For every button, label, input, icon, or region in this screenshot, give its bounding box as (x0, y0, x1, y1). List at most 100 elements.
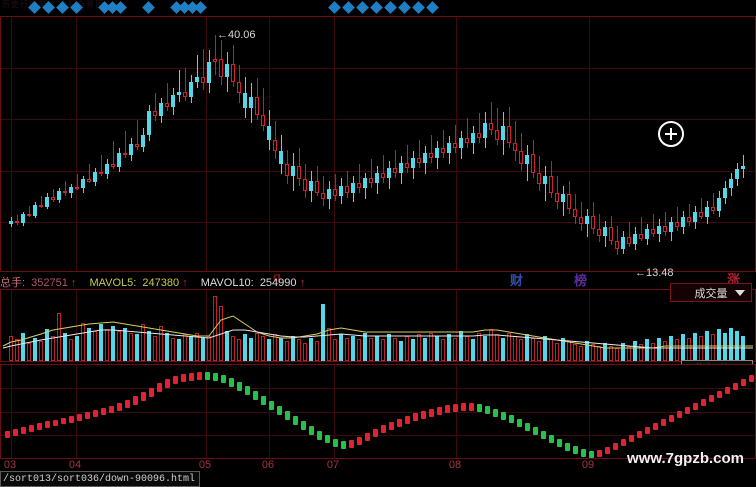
price-vertical-gridline (206, 17, 207, 271)
volume-bar (411, 339, 415, 361)
candlestick (393, 149, 397, 178)
candle-body (585, 215, 589, 224)
trend-dot (517, 419, 522, 427)
candle-body (573, 209, 577, 218)
candlestick (201, 48, 205, 90)
candle-wick (490, 101, 492, 135)
candlestick (63, 180, 67, 196)
candle-wick (196, 55, 198, 89)
candlestick (489, 101, 493, 135)
panel-watermark: 榜 (574, 273, 588, 288)
candlestick (663, 212, 667, 236)
candlestick (279, 134, 283, 175)
trend-dot (21, 427, 26, 434)
candlestick (243, 76, 247, 119)
candlestick (75, 174, 79, 191)
candlestick (585, 209, 589, 238)
trend-indicator-panel[interactable] (0, 364, 756, 459)
volume-bar (615, 347, 619, 361)
candle-body (399, 162, 403, 173)
trend-dot (181, 374, 186, 382)
volume-bar (21, 332, 25, 361)
candlestick (471, 126, 475, 155)
candlestick (429, 134, 433, 163)
candlestick (369, 159, 373, 188)
candlestick (303, 164, 307, 198)
volume-bar (375, 335, 379, 361)
candle-body (309, 180, 313, 191)
candlestick (33, 202, 37, 219)
candlestick (297, 147, 301, 186)
volume-bar (723, 332, 727, 361)
trend-gridline (1, 412, 755, 413)
volume-bar (495, 334, 499, 361)
trend-dot (405, 416, 410, 424)
trend-dot (509, 415, 514, 423)
candlestick (123, 131, 127, 158)
candle-body (165, 103, 169, 108)
candlestick (51, 189, 55, 203)
volume-bar (627, 345, 631, 361)
trend-dot (261, 396, 266, 405)
candle-body (297, 166, 301, 180)
candle-body (507, 126, 511, 143)
site-watermark: www.7gpzb.com (627, 450, 744, 467)
trend-dot (645, 427, 650, 434)
trend-dot (5, 431, 10, 438)
candle-body (225, 63, 229, 77)
trend-dot (333, 439, 338, 447)
volume-bar (123, 327, 127, 361)
candle-body (147, 111, 151, 136)
candle-body (381, 172, 385, 178)
candle-body (357, 182, 361, 188)
candlestick (405, 144, 409, 173)
volume-bar (675, 339, 679, 361)
price-vertical-gridline (76, 17, 77, 271)
candle-body (135, 143, 139, 148)
candle-wick (430, 134, 432, 163)
volume-bar (69, 339, 73, 361)
candlestick (423, 146, 427, 175)
candle-body (489, 123, 493, 130)
volume-plot-area[interactable] (1, 290, 755, 361)
candle-wick (112, 141, 114, 169)
plus-circle-icon[interactable] (658, 121, 684, 147)
volume-panel[interactable] (0, 289, 756, 362)
candle-body (315, 180, 319, 193)
candle-body (537, 172, 541, 185)
candlestick (729, 172, 733, 196)
volume-bar (717, 329, 721, 361)
candle-wick (178, 70, 180, 102)
candlestick (165, 83, 169, 111)
candle-body (69, 186, 73, 194)
volume-bar (189, 335, 193, 361)
candle-wick (88, 164, 90, 184)
volume-indicator-select[interactable]: 成交量 (670, 283, 752, 302)
trend-plot-area[interactable] (1, 365, 755, 458)
candle-wick (346, 171, 348, 198)
volume-bar (135, 334, 139, 361)
volume-bar (561, 337, 565, 361)
volume-bar (213, 295, 217, 361)
volume-bar (177, 339, 181, 361)
volume-bar (267, 339, 271, 361)
candlestick (21, 212, 25, 226)
volume-bar (357, 339, 361, 361)
trend-dot (629, 435, 634, 442)
trend-dot (717, 391, 722, 398)
candle-body (21, 214, 25, 224)
candlestick (225, 51, 229, 92)
volume-bar (339, 334, 343, 361)
volume-bar (483, 335, 487, 361)
candlestick (465, 118, 469, 148)
price-plot-area[interactable] (1, 17, 755, 271)
candle-body (543, 176, 547, 185)
candle-body (375, 172, 379, 183)
volume-bar (201, 337, 205, 361)
candle-body (213, 58, 217, 62)
volume-bar (255, 332, 259, 361)
signal-diamond-marker (370, 1, 383, 14)
volume-bar (711, 334, 715, 361)
candle-body (411, 157, 415, 168)
